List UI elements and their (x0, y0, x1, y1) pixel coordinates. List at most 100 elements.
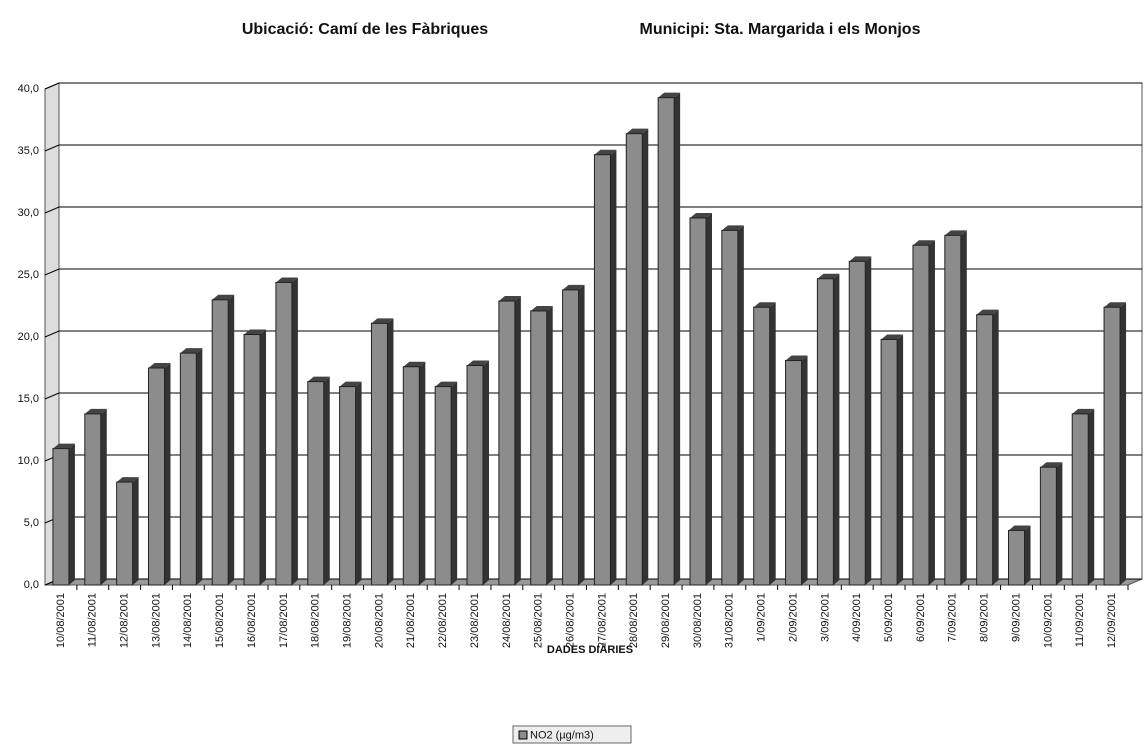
bar-side (355, 381, 362, 585)
y-tick-label: 25,0 (18, 269, 39, 281)
bar (402, 366, 420, 586)
bar (593, 154, 611, 586)
bar (625, 133, 643, 586)
x-tick-label: 25/08/2001 (533, 593, 545, 648)
bar-side (642, 128, 649, 585)
bar-top (1008, 525, 1031, 531)
bar-top (180, 348, 203, 354)
bar-side (578, 284, 585, 585)
bar-top (944, 230, 967, 236)
x-tick-label: 22/08/2001 (437, 593, 449, 648)
bar-side (737, 225, 744, 586)
x-tick-label: 5/09/2001 (883, 593, 895, 642)
x-tick-label: 19/08/2001 (342, 593, 354, 648)
bar-top (689, 212, 712, 218)
x-tick-label: 12/09/2001 (1106, 593, 1118, 648)
x-tick-label: 13/08/2001 (150, 593, 162, 648)
x-tick-label: 6/09/2001 (915, 593, 927, 642)
bar-top (52, 443, 75, 449)
bar-top (881, 334, 904, 340)
x-tick-label: 11/08/2001 (87, 593, 99, 647)
bar-top (817, 273, 840, 279)
legend (512, 725, 632, 744)
bar (147, 367, 165, 586)
bar (816, 278, 834, 586)
bar (307, 381, 325, 586)
grid-line (44, 144, 1142, 152)
bar-side (897, 334, 904, 585)
bar (339, 386, 357, 586)
bar (785, 360, 803, 586)
x-tick-label: 28/08/2001 (628, 593, 640, 648)
x-tick-label: 17/08/2001 (278, 593, 290, 648)
bar-side (291, 277, 298, 585)
bar-side (610, 149, 617, 585)
bar (944, 234, 962, 586)
bar-top (116, 477, 139, 483)
bar (211, 299, 229, 586)
bar (434, 386, 452, 586)
x-tick-label: 15/08/2001 (214, 593, 226, 648)
bar-side (1120, 302, 1127, 585)
x-tick-label: 10/08/2001 (55, 593, 67, 648)
bar-side (674, 92, 681, 586)
bar-side (260, 329, 267, 585)
x-tick-label: 30/08/2001 (692, 593, 704, 648)
bar-side (1056, 462, 1063, 585)
grid-line (44, 392, 1142, 400)
bar-side (228, 294, 235, 585)
bar-side (960, 230, 967, 585)
bar-side (992, 309, 999, 585)
bar-top (371, 318, 394, 324)
x-tick-label: 4/09/2001 (851, 593, 863, 642)
x-tick-label: 3/09/2001 (819, 593, 831, 642)
grid-line (44, 330, 1142, 338)
x-tick-label: 9/09/2001 (1010, 593, 1022, 642)
y-tick-label: 5,0 (24, 517, 39, 529)
bar-top (753, 302, 776, 308)
bar (1039, 466, 1057, 586)
x-tick-label: 21/08/2001 (405, 593, 417, 648)
x-tick-label: 14/08/2001 (182, 593, 194, 648)
bar-top (1104, 302, 1127, 308)
x-tick-label: 20/08/2001 (373, 593, 385, 648)
bar-top (658, 92, 681, 98)
bar-side (705, 212, 712, 585)
bar (84, 413, 102, 586)
bar (52, 448, 70, 586)
bar-side (164, 363, 171, 585)
x-tick-label: 1/09/2001 (756, 593, 768, 642)
bar (657, 97, 675, 586)
bar-top (244, 329, 267, 335)
bar (912, 244, 930, 586)
bar-top (275, 277, 298, 283)
chart-title: Ubicació: Camí de les Fàbriques (242, 21, 488, 38)
bar-top (785, 355, 808, 361)
x-tick-label: 7/09/2001 (947, 593, 959, 642)
bar (243, 334, 261, 586)
x-tick-label: 2/09/2001 (787, 593, 799, 642)
bar-side (196, 348, 203, 585)
bar-top (562, 284, 585, 290)
bar-top (467, 360, 490, 366)
grid-line (44, 268, 1142, 276)
bar-side (387, 318, 394, 585)
y-tick-label: 30,0 (18, 207, 39, 219)
x-tick-label: 31/08/2001 (724, 593, 736, 648)
x-tick-label: 23/08/2001 (469, 593, 481, 648)
x-tick-label: 8/09/2001 (979, 593, 991, 642)
x-tick-label: 18/08/2001 (310, 593, 322, 648)
bar-top (1040, 462, 1063, 468)
x-tick-label: 12/08/2001 (119, 593, 131, 648)
x-tick-label: 26/08/2001 (564, 593, 576, 648)
bar-side (419, 361, 426, 585)
x-axis-label: DADES DIÀRIES (547, 643, 633, 656)
x-tick-label: 29/08/2001 (660, 593, 672, 648)
bar (1008, 529, 1026, 586)
bar-top (594, 149, 617, 155)
grid-line (44, 82, 1142, 90)
bar (530, 310, 548, 586)
y-tick-label: 20,0 (18, 331, 39, 343)
y-tick-label: 0,0 (24, 579, 39, 591)
